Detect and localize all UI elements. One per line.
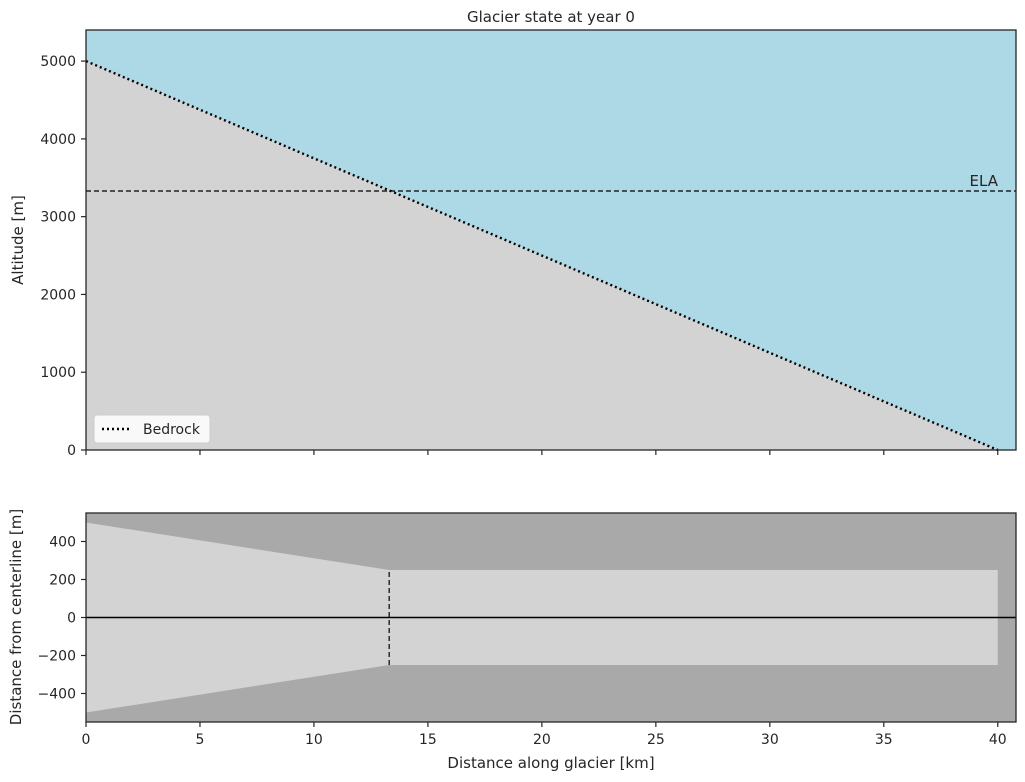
bottom-x-tick-label: 35 xyxy=(875,732,893,748)
bottom-axes: −400 −200 0 200 400 0 5 10 15 20 25 30 35 40 Distanc… xyxy=(7,509,1017,772)
top-y-tick-label: 3000 xyxy=(40,210,76,226)
bottom-x-tick-label: 25 xyxy=(647,732,665,748)
top-y-tick-label: 2000 xyxy=(40,287,76,303)
bottom-y-tick-label: 400 xyxy=(49,535,76,551)
top-y-tick-label: 4000 xyxy=(40,132,76,148)
top-y-tick-label: 1000 xyxy=(40,365,76,381)
bottom-x-tick-label: 30 xyxy=(761,732,779,748)
bottom-x-tick-label: 10 xyxy=(305,732,323,748)
bottom-y-ticks: −400 −200 0 200 400 xyxy=(38,535,86,703)
bedrock-line xyxy=(85,60,999,452)
bottom-y-tick-label: −400 xyxy=(38,687,76,703)
bottom-y-tick-label: −200 xyxy=(38,649,76,665)
legend-box xyxy=(93,414,211,444)
top-axes: ELA 0 1000 2000 3000 4000 5000 Glacier state … xyxy=(9,8,1017,459)
bottom-y-tick-label: 200 xyxy=(49,573,76,589)
bottom-x-tick-label: 20 xyxy=(533,732,551,748)
bottom-x-axis-label: Distance along glacier [km] xyxy=(447,754,654,772)
top-y-tick-label: 5000 xyxy=(40,54,76,70)
bottom-x-tick-label: 0 xyxy=(82,732,91,748)
ela-label: ELA xyxy=(970,172,999,190)
bottom-x-tick-label: 40 xyxy=(989,732,1007,748)
legend-bedrock-label: Bedrock xyxy=(143,422,201,438)
bottom-x-tick-label: 5 xyxy=(196,732,205,748)
bottom-y-axis-label: Distance from centerline [m] xyxy=(7,509,25,725)
bottom-x-tick-label: 15 xyxy=(419,732,437,748)
bottom-y-tick-label: 0 xyxy=(67,611,76,627)
top-chart-title: Glacier state at year 0 xyxy=(467,8,635,26)
legend: Bedrock xyxy=(93,414,211,444)
top-y-ticks: 0 1000 2000 3000 4000 5000 xyxy=(40,54,86,459)
top-x-ticks xyxy=(85,450,999,455)
top-y-tick-label: 0 xyxy=(67,443,76,459)
top-axes-frame xyxy=(85,29,1017,451)
top-y-axis-label: Altitude [m] xyxy=(9,195,27,285)
bottom-x-ticks: 0 5 10 15 20 25 30 35 40 xyxy=(82,722,1007,748)
top-ground-fill xyxy=(86,61,1016,450)
